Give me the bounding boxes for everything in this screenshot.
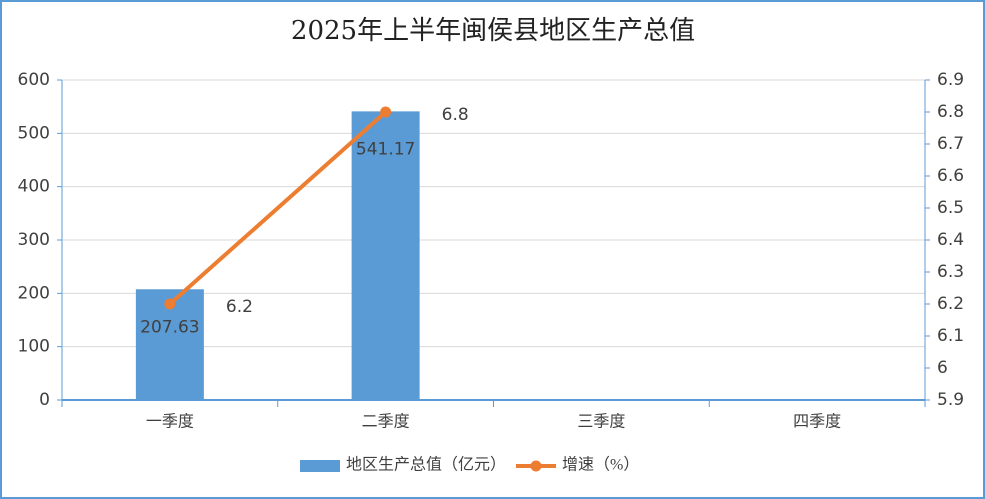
legend-marker (530, 460, 542, 472)
y-tick-label: 300 (18, 230, 50, 250)
line-value-label: 6.8 (442, 105, 469, 125)
y2-tick-label: 6.9 (937, 70, 964, 90)
line-value-label: 6.2 (226, 297, 253, 317)
y2-tick-label: 6.1 (937, 326, 964, 346)
y2-tick-label: 6.8 (937, 102, 964, 122)
y2-tick-label: 6.7 (937, 134, 964, 154)
y2-tick-label: 6.6 (937, 166, 964, 186)
y2-tick-label: 6.4 (937, 230, 964, 250)
y-tick-label: 100 (18, 337, 50, 357)
line (167, 110, 388, 306)
y2-tick-label: 6.2 (937, 294, 964, 314)
y2-tick-label: 6.5 (937, 198, 964, 218)
y-tick-label: 0 (39, 390, 50, 410)
y-tick-label: 600 (18, 70, 50, 90)
bar-value-label: 207.63 (140, 317, 199, 337)
legend-label: 地区生产总值（亿元） (346, 456, 506, 474)
y2-tick-label: 6 (937, 358, 948, 378)
y-tick-label: 500 (18, 123, 50, 143)
x-tick-label: 四季度 (793, 413, 841, 431)
y-tick-label: 400 (18, 177, 50, 197)
bar-value-label: 541.17 (356, 139, 415, 159)
x-tick-label: 二季度 (362, 413, 410, 431)
y-tick-label: 200 (18, 283, 50, 303)
y2-tick-label: 6.3 (937, 262, 964, 282)
y2-tick-label: 5.9 (937, 390, 964, 410)
x-tick-label: 三季度 (577, 413, 625, 431)
chart-title: 2025年上半年闽侯县地区生产总值 (291, 16, 695, 46)
legend-swatch (300, 460, 340, 472)
line-marker (164, 298, 176, 310)
x-tick-label: 一季度 (146, 413, 194, 431)
line-marker (380, 106, 392, 118)
legend-label: 增速（%） (562, 456, 639, 474)
bar (351, 111, 420, 400)
